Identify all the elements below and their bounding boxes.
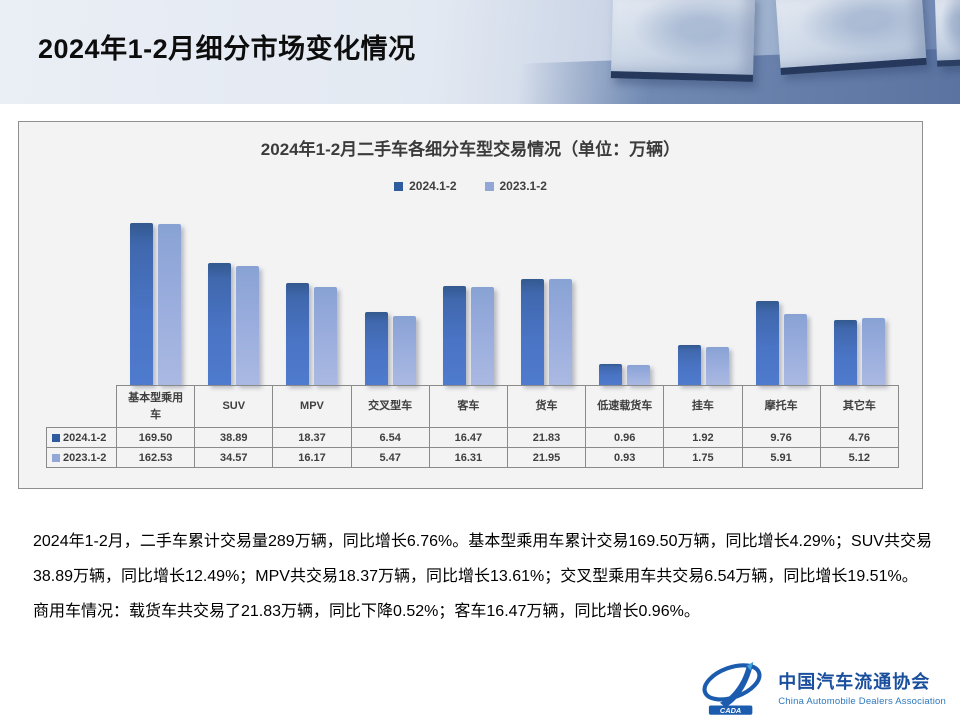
bar: [834, 320, 858, 385]
cada-logo-icon: CADA: [702, 662, 762, 715]
table-value-cell: 5.47: [350, 447, 430, 468]
chart-legend: 2024.1-2 2023.1-2: [19, 179, 922, 193]
table-category-header: 挂车: [663, 385, 743, 428]
plot-column: [664, 344, 742, 385]
bar: [470, 286, 494, 385]
table-category-header: 基本型乘用车: [115, 385, 196, 428]
table-value-cell: 1.92: [663, 427, 743, 448]
table-value-cell: 38.89: [194, 427, 274, 448]
bar: [677, 344, 701, 385]
cube-icon: [934, 0, 960, 67]
bar: [705, 347, 729, 385]
table-value-cell: 4.76: [819, 427, 900, 448]
table-value-cell: 169.50: [115, 427, 196, 448]
bar: [286, 283, 310, 385]
summary-paragraph: 2024年1-2月，二手车累计交易量289万辆，同比增长6.76%。基本型乘用车…: [33, 533, 932, 585]
bar: [784, 314, 808, 385]
table-category-header: 其它车: [819, 385, 900, 428]
chart-panel: 2024年1-2月二手车各细分车型交易情况（单位：万辆） 2024.1-2 202…: [18, 121, 923, 489]
table-value-cell: 16.47: [428, 427, 508, 448]
plot-area: [116, 215, 899, 385]
bar: [521, 278, 545, 385]
table-row-label: 2023.1-2: [46, 447, 117, 468]
logo-text: 中国汽车流通协会 China Automobile Dealers Associ…: [778, 668, 946, 707]
plot-column: [586, 363, 664, 385]
table-row-label: 2024.1-2: [46, 427, 117, 448]
table-category-header: MPV: [272, 385, 352, 428]
table-value-cell: 6.54: [350, 427, 430, 448]
bar: [157, 224, 181, 385]
table-row: 2024.1-2 169.50 38.89 18.37 6.54 16.47 21.83 0.…: [46, 427, 900, 448]
legend-item: 2023.1-2: [484, 179, 547, 193]
cube-icon: [610, 0, 756, 82]
bar: [129, 223, 153, 385]
plot-column: [194, 263, 272, 385]
table-value-cell: 16.17: [272, 447, 352, 468]
bar: [364, 311, 388, 385]
table-value-cell: 0.96: [585, 427, 665, 448]
bar: [392, 316, 416, 385]
header-band: 2024年1-2月细分市场变化情况: [0, 0, 960, 104]
table-value-cell: 9.76: [741, 427, 821, 448]
footer-logo: CADA 中国汽车流通协会 China Automobile Dealers A…: [695, 659, 946, 715]
table-category-header: 低速载货车: [585, 385, 665, 428]
table-category-header: 交叉型车: [350, 385, 430, 428]
plot-column: [742, 300, 820, 385]
bar: [235, 266, 259, 385]
table-value-cell: 34.57: [194, 447, 274, 468]
plot-column: [351, 311, 429, 385]
bar: [862, 318, 886, 385]
logo-text-en: China Automobile Dealers Association: [778, 695, 946, 707]
table-category-header: 货车: [506, 385, 587, 428]
table-value-cell: 21.95: [506, 447, 587, 468]
table-value-cell: 21.83: [506, 427, 587, 448]
page-title: 2024年1-2月细分市场变化情况: [38, 34, 416, 64]
table-category-header: 摩托车: [741, 385, 821, 428]
cube-icon: [775, 0, 927, 75]
table-value-cell: 5.12: [819, 447, 900, 468]
legend-label: 2024.1-2: [409, 179, 457, 193]
table-corner-cell: [46, 385, 117, 428]
table-value-cell: 1.75: [663, 447, 743, 468]
summary-paragraph: 商用车情况：载货车共交易了21.83万辆，同比下降0.52%；客车16.47万辆…: [33, 603, 700, 620]
table-value-cell: 5.91: [741, 447, 821, 468]
plot-column: [507, 278, 585, 385]
summary-text: 2024年1-2月，二手车累计交易量289万辆，同比增长6.76%。基本型乘用车…: [33, 524, 932, 629]
svg-text:CADA: CADA: [720, 706, 741, 715]
logo-text-cn: 中国汽车流通协会: [778, 671, 931, 692]
table-value-cell: 16.31: [428, 447, 508, 468]
legend-label: 2023.1-2: [499, 179, 547, 193]
table-category-header: 客车: [428, 385, 508, 428]
table-value-cell: 18.37: [272, 427, 352, 448]
bar: [549, 278, 573, 385]
table-row: 2023.1-2 162.53 34.57 16.17 5.47 16.31 21.95 0.…: [46, 447, 900, 468]
plot-column: [273, 283, 351, 385]
bar: [627, 364, 651, 385]
legend-key-swatch: [52, 453, 60, 462]
table-value-cell: 0.93: [585, 447, 665, 468]
legend-key-swatch: [484, 181, 494, 191]
plot-column: [821, 318, 899, 385]
bar: [442, 286, 466, 385]
legend-key-swatch: [52, 433, 60, 442]
plot-column: [116, 223, 194, 385]
bar: [756, 300, 780, 385]
legend-item: 2024.1-2: [394, 179, 457, 193]
chart-title: 2024年1-2月二手车各细分车型交易情况（单位：万辆）: [260, 140, 681, 159]
bar: [314, 286, 338, 385]
bar: [599, 363, 623, 385]
data-table: 基本型乘用车 SUV MPV 交叉型车 客车 货车 低速载货车 挂车 摩托车 其它车 2024.1-…: [46, 385, 900, 468]
legend-key-swatch: [394, 181, 404, 191]
plot-column: [429, 286, 507, 385]
table-value-cell: 162.53: [115, 447, 196, 468]
bar: [207, 263, 231, 385]
table-category-header: SUV: [194, 385, 274, 428]
